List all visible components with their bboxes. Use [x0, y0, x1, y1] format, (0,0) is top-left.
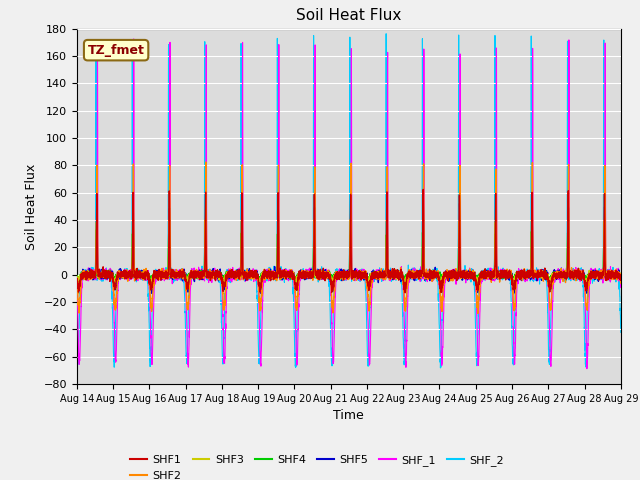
Text: TZ_fmet: TZ_fmet — [88, 44, 145, 57]
Title: Soil Heat Flux: Soil Heat Flux — [296, 9, 401, 24]
X-axis label: Time: Time — [333, 409, 364, 422]
Y-axis label: Soil Heat Flux: Soil Heat Flux — [25, 163, 38, 250]
Legend: SHF1, SHF2, SHF3, SHF4, SHF5, SHF_1, SHF_2: SHF1, SHF2, SHF3, SHF4, SHF5, SHF_1, SHF… — [126, 451, 509, 480]
